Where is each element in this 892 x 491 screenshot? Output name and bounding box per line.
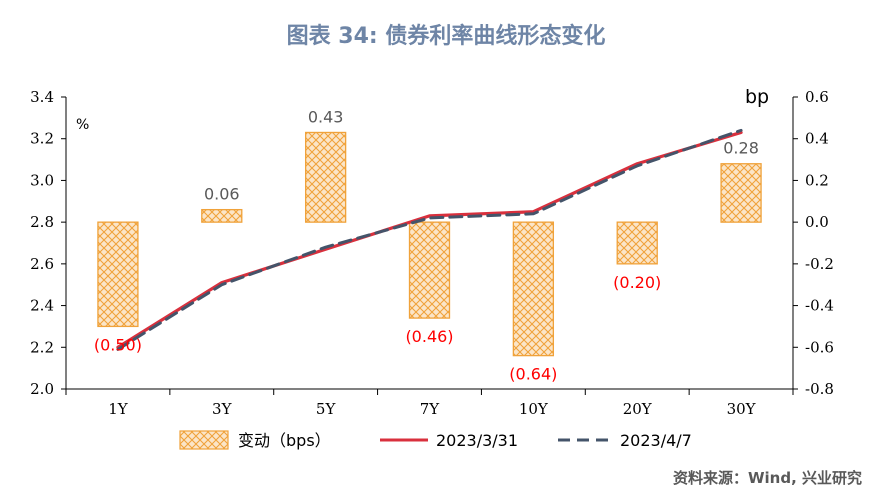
right-tick-label: -0.4 [805, 297, 834, 315]
bar [720, 163, 762, 223]
left-tick-label: 3.4 [30, 88, 54, 106]
bar-data-label: (0.50) [94, 335, 142, 354]
legend-label-line: 2023/3/31 [436, 431, 518, 450]
bar-data-label: 0.28 [723, 139, 759, 158]
bar [616, 221, 658, 265]
data-labels: (0.50) 0.06 0.43 (0.46) (0.64) (0.20) 0.28 [94, 107, 759, 383]
legend-label-bar: 变动（bps） [238, 431, 331, 450]
legend-swatch-bar [179, 430, 229, 450]
bar [97, 221, 139, 328]
x-tick-label: 5Y [316, 400, 337, 418]
right-tick-label: 0.0 [805, 213, 829, 231]
left-axis-unit: % [76, 117, 89, 133]
bar-data-label: (0.46) [405, 327, 453, 346]
legend-label-dashed: 2023/4/7 [620, 431, 692, 450]
x-tick-label: 1Y [108, 400, 129, 418]
legend: 变动（bps） 2023/3/31 2023/4/7 [179, 430, 692, 450]
x-tick-label: 20Y [623, 400, 653, 418]
right-tick-label: -0.2 [805, 255, 834, 273]
left-tick-label: 2.8 [30, 213, 54, 231]
left-tick-label: 3.2 [30, 130, 54, 148]
right-tick-label: 0.6 [805, 88, 829, 106]
bar-data-label: 0.43 [308, 107, 344, 126]
axes: 2.0 2.2 2.4 2.6 2.8 3.0 3.2 3.4 -0.8 -0.6 -0.4 -0.2… [30, 86, 834, 418]
right-tick-label: 0.2 [805, 171, 829, 189]
left-tick-label: 2.0 [30, 380, 54, 398]
bar [304, 131, 347, 223]
x-tick-label: 10Y [519, 400, 549, 418]
bar [512, 221, 555, 357]
bars [97, 131, 762, 357]
x-tick-label: 7Y [420, 400, 441, 418]
left-tick-label: 2.2 [30, 338, 54, 356]
lines [116, 128, 743, 351]
source-note: 资料来源：Wind, 兴业研究 [672, 469, 862, 487]
right-axis-unit: bp [745, 86, 769, 108]
right-tick-label: -0.8 [805, 380, 834, 398]
left-tick-label: 2.4 [30, 297, 54, 315]
x-tick-label: 3Y [212, 400, 233, 418]
left-tick-label: 3.0 [30, 171, 54, 189]
bar-data-label: 0.06 [204, 185, 240, 204]
right-tick-label: -0.6 [805, 338, 834, 356]
bar [201, 208, 243, 223]
x-tick-label: 30Y [727, 400, 757, 418]
bar [408, 221, 451, 319]
chart-title: 图表 34: 债券利率曲线形态变化 [286, 24, 606, 49]
bar-data-label: (0.64) [509, 365, 557, 384]
series-line [116, 128, 743, 351]
series-line [116, 130, 743, 349]
right-tick-label: 0.4 [805, 130, 829, 148]
left-tick-label: 2.6 [30, 255, 54, 273]
bar-data-label: (0.20) [613, 273, 661, 292]
